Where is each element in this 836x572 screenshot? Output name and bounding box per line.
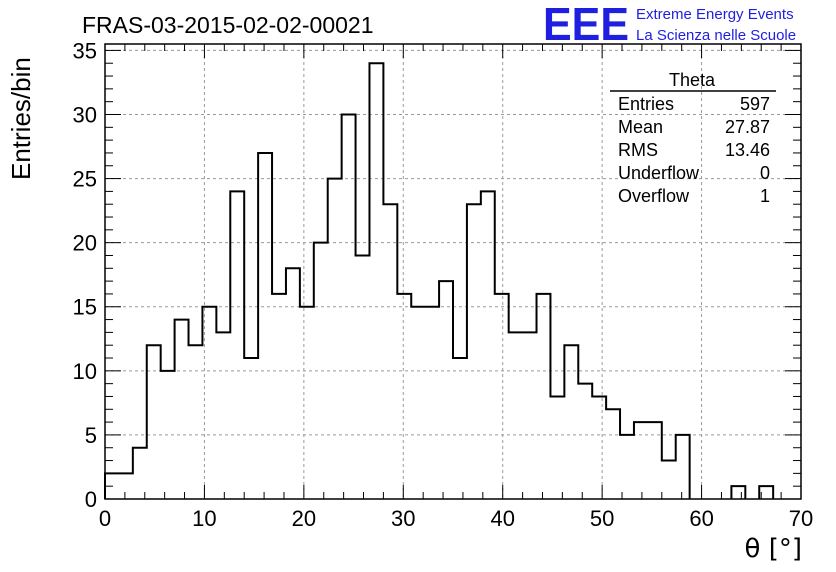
stats-value: 0: [760, 163, 770, 183]
x-tick-labels: 0 10 20 30 40 50 60 70: [99, 506, 813, 531]
eee-logo: EEE: [543, 0, 629, 50]
histogram-outline: [104, 62, 775, 499]
logo-line-1: Extreme Energy Events: [636, 6, 794, 23]
x-tick-label: 20: [292, 506, 316, 531]
stats-value: 1: [760, 186, 770, 206]
logo-line-2: La Scienza nelle Scuole: [636, 27, 796, 44]
y-tick-label: 10: [73, 359, 97, 384]
y-tick-label: 30: [73, 102, 97, 127]
stats-box-title: Theta: [669, 70, 716, 90]
x-tick-label: 10: [192, 506, 216, 531]
stats-label: Overflow: [618, 186, 690, 206]
y-axis-label: Entries/bin: [6, 57, 36, 180]
grid-lines: [105, 44, 801, 499]
stats-value: 27.87: [725, 117, 770, 137]
plot-area: [105, 44, 801, 499]
stats-value: 597: [740, 94, 770, 114]
x-tick-label: 50: [590, 506, 614, 531]
x-tick-label: 60: [689, 506, 713, 531]
y-tick-label: 20: [73, 231, 97, 256]
stats-label: RMS: [618, 140, 658, 160]
axis-ticks: [104, 44, 802, 500]
y-tick-label: 25: [73, 167, 97, 192]
plot-frame: [104, 43, 802, 500]
stats-label: Mean: [618, 117, 663, 137]
y-tick-label: 5: [85, 423, 97, 448]
stats-label: Underflow: [618, 163, 700, 183]
stats-label: Entries: [618, 94, 674, 114]
stats-box: Theta Entries 597 Mean 27.87 RMS 13.46 Underfl…: [610, 70, 776, 206]
x-tick-label: 30: [391, 506, 415, 531]
y-tick-label: 35: [73, 38, 97, 63]
x-axis-label: θ [°]: [745, 534, 802, 564]
x-tick-label: 0: [99, 506, 111, 531]
y-tick-labels: 0 5 10 15 20 25 30 35: [73, 38, 97, 512]
x-tick-label: 40: [490, 506, 514, 531]
y-tick-label: 15: [73, 295, 97, 320]
stats-value: 13.46: [725, 140, 770, 160]
chart-title: FRAS-03-2015-02-02-00021: [82, 12, 374, 38]
x-tick-label: 70: [789, 506, 813, 531]
y-tick-label: 0: [85, 487, 97, 512]
